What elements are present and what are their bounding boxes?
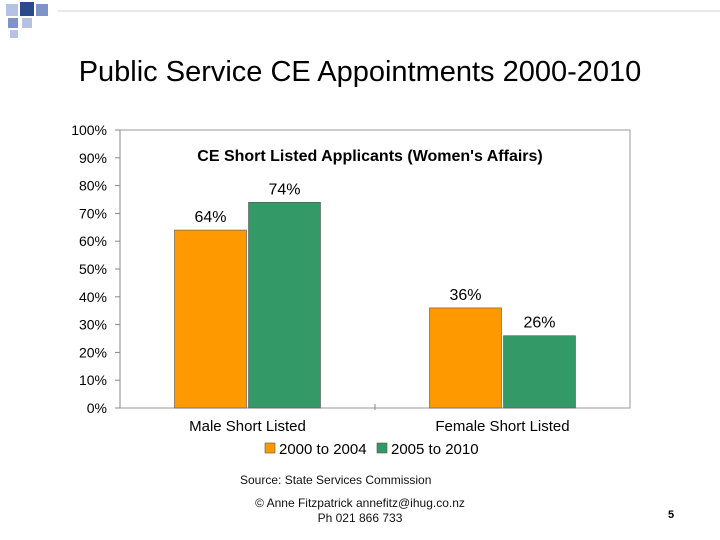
x-category-label: Female Short Listed — [435, 418, 569, 435]
data-label: 74% — [268, 181, 300, 198]
slide-title: Public Service CE Appointments 2000-2010 — [78, 56, 642, 88]
bar — [503, 335, 576, 409]
y-tick-label: 100% — [71, 122, 107, 138]
bar — [429, 307, 502, 409]
bar — [174, 229, 247, 409]
y-tick-label: 50% — [79, 261, 107, 277]
corner-decoration — [6, 2, 720, 38]
bar-chart: 0% 10% 20% 30% 40% 50% 60% 70% 80% 90% 100% CE Shor… — [71, 122, 631, 458]
y-tick-label: 80% — [79, 178, 107, 194]
data-label: 64% — [194, 209, 226, 226]
data-label: 26% — [523, 315, 555, 332]
y-tick-label: 10% — [79, 372, 107, 388]
legend-label: 2000 to 2004 — [279, 441, 367, 458]
corner-square-2 — [36, 4, 48, 16]
y-tick-label: 0% — [87, 400, 107, 416]
y-tick-label: 20% — [79, 344, 107, 360]
corner-square-1 — [20, 2, 34, 16]
corner-square-3 — [8, 18, 18, 28]
legend-swatch — [264, 442, 276, 454]
bar — [248, 201, 321, 409]
y-tick-label: 70% — [79, 205, 107, 221]
y-tick-label: 30% — [79, 317, 107, 333]
y-tick-label: 90% — [79, 150, 107, 166]
corner-square-0 — [6, 4, 18, 16]
chart-title: CE Short Listed Applicants (Women's Affa… — [197, 148, 542, 165]
footer: © Anne Fitzpatrick annefitz@ihug.co.nz P… — [200, 496, 520, 526]
footer-phone: Ph 021 866 733 — [317, 511, 403, 525]
y-tick-label: 60% — [79, 233, 107, 249]
source-note: Source: State Services Commission — [240, 473, 432, 487]
data-label: 36% — [449, 287, 481, 304]
y-tick-label: 40% — [79, 289, 107, 305]
page-number: 5 — [668, 509, 675, 521]
corner-square-4 — [22, 18, 32, 28]
footer-credit: © Anne Fitzpatrick annefitz@ihug.co.nz — [255, 496, 465, 510]
x-category-label: Male Short Listed — [189, 418, 306, 435]
legend-swatch — [376, 442, 388, 454]
legend-label: 2005 to 2010 — [391, 441, 479, 458]
corner-square-5 — [10, 30, 18, 38]
